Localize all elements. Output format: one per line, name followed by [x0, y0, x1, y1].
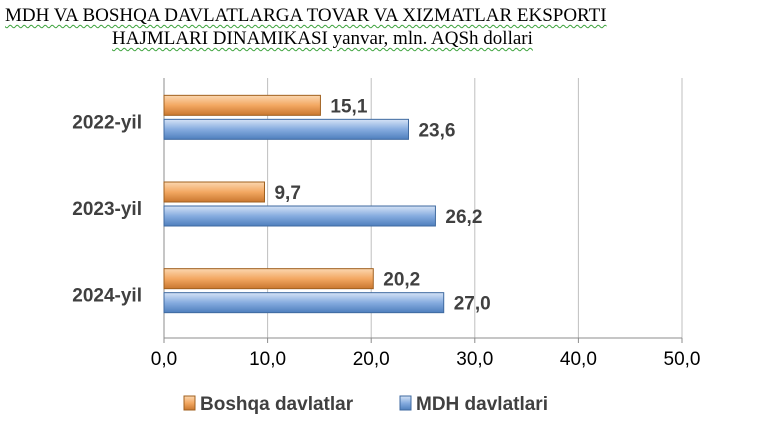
x-tick-label: 20,0	[353, 349, 390, 370]
legend-swatch-boshqa	[183, 395, 196, 411]
category-label: 2022-yil	[72, 112, 142, 133]
x-tick-label: 40,0	[560, 349, 597, 370]
bar-boshqa	[163, 94, 321, 116]
data-label: 23,6	[418, 120, 455, 141]
chart-title-line-2: HAJMLARI DINAMIKASI yanvar, mln. AQSh do…	[112, 28, 533, 49]
data-label: 27,0	[454, 294, 491, 315]
legend-label: MDH davlatlari	[416, 394, 548, 415]
data-label: 20,2	[383, 270, 420, 291]
x-tick-label: 10,0	[249, 349, 286, 370]
x-tick-label: 50,0	[664, 349, 701, 370]
chart-title: MDH VA BOSHQA DAVLATLARGA TOVAR VA XIZMA…	[0, 4, 777, 50]
data-label: 26,2	[445, 207, 482, 228]
legend-label: Boshqa davlatlar	[200, 394, 354, 415]
data-label: 9,7	[274, 183, 300, 204]
data-label: 15,1	[330, 96, 367, 117]
x-tick-label: 30,0	[456, 349, 493, 370]
x-tick-label: 0,0	[151, 349, 177, 370]
bar-boshqa	[163, 181, 265, 203]
legend-swatch-mdh	[399, 395, 412, 411]
chart-title-line-1: MDH VA BOSHQA DAVLATLARGA TOVAR VA XIZMA…	[5, 5, 607, 26]
category-label: 2023-yil	[72, 199, 142, 220]
bar-mdh	[163, 292, 445, 314]
category-label: 2024-yil	[72, 286, 142, 307]
bar-mdh	[163, 205, 436, 227]
bar-mdh	[163, 118, 409, 140]
bar-boshqa	[163, 268, 374, 290]
